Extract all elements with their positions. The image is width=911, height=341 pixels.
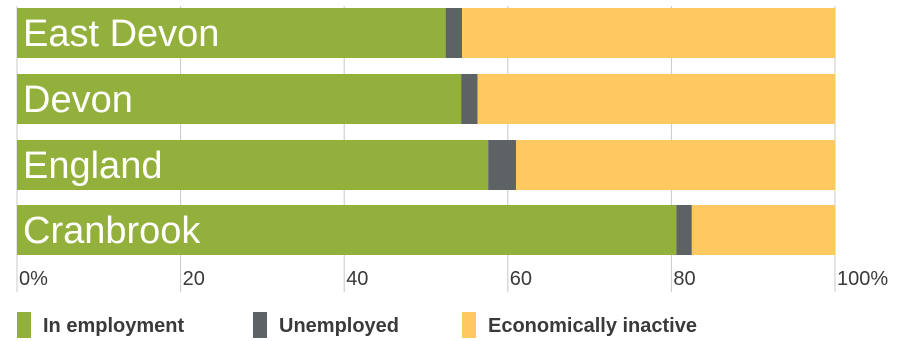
category-label: Cranbrook (23, 210, 201, 252)
legend-label: In employment (43, 315, 184, 337)
tick-label: 80 (673, 268, 695, 290)
category-label: East Devon (23, 13, 219, 55)
bar-segment (461, 8, 835, 58)
bar-segment (691, 205, 835, 255)
legend: In employment Unemployed Economically inac… (17, 312, 697, 338)
bar-segment (445, 8, 462, 58)
bar-segment (515, 140, 835, 190)
tick-label: 100% (837, 268, 888, 290)
bar-segment (17, 74, 462, 124)
bar-segment (17, 8, 446, 58)
bars-layer (17, 8, 835, 255)
legend-swatch (253, 312, 267, 338)
bar-segment (17, 140, 489, 190)
bar-segment (17, 205, 677, 255)
tick-label: 60 (510, 268, 532, 290)
category-label: Devon (23, 79, 133, 121)
bar-segment (477, 74, 835, 124)
category-label: England (23, 145, 162, 187)
legend-label: Economically inactive (488, 315, 697, 337)
bar-segment (488, 140, 516, 190)
tick-label: 20 (183, 268, 205, 290)
tick-label: 0% (19, 268, 48, 290)
legend-swatch (462, 312, 476, 338)
tick-label: 40 (346, 268, 368, 290)
legend-swatch (17, 312, 31, 338)
bar-segment (461, 74, 478, 124)
bar-segment (676, 205, 692, 255)
category-labels: East Devon Devon England Cranbrook (23, 13, 219, 252)
legend-label: Unemployed (279, 315, 399, 337)
x-axis-ticks: 0% 20 40 60 80 100% (19, 268, 888, 290)
